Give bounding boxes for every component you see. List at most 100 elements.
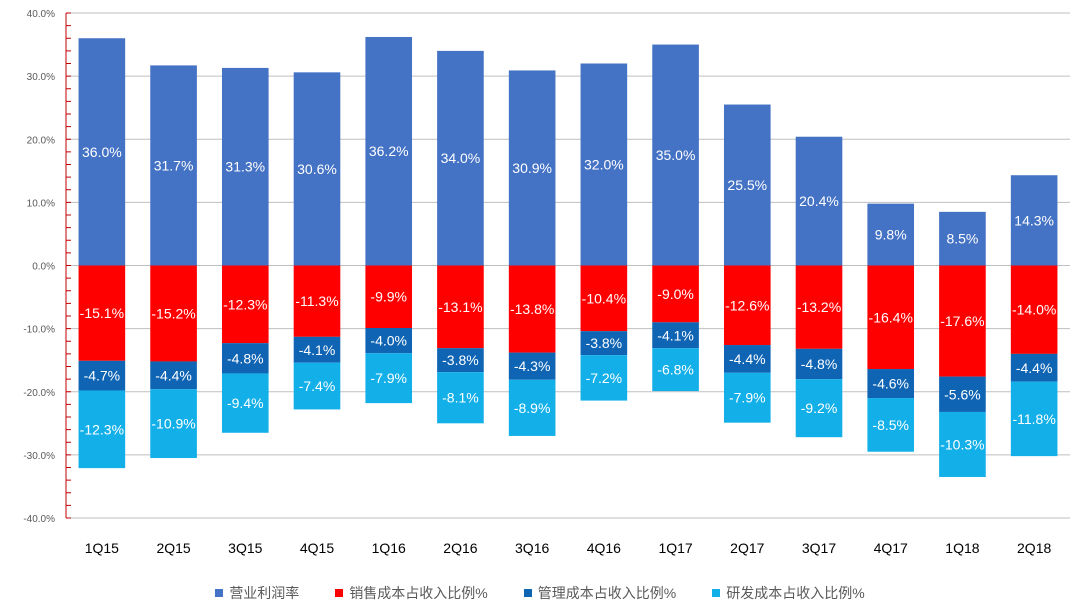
y-tick-label: 40.0%	[27, 9, 55, 20]
y-tick-label: 0.0%	[32, 262, 55, 273]
bar-segment	[508, 70, 556, 266]
data-label: 30.9%	[512, 160, 552, 176]
x-tick-label: 2Q16	[443, 540, 477, 556]
legend-label: 研发成本占收入比例%	[726, 585, 865, 601]
bar-segment	[652, 265, 699, 323]
data-label: -10.9%	[151, 416, 195, 432]
bar-segment	[150, 265, 197, 362]
data-label: -4.0%	[370, 333, 407, 349]
bar-segment	[939, 211, 986, 266]
data-label: -13.2%	[797, 299, 841, 315]
data-label: -4.3%	[514, 358, 551, 374]
data-label: 36.0%	[82, 144, 122, 160]
bar-segment	[365, 327, 413, 354]
x-tick-label: 3Q16	[515, 540, 549, 556]
bar-segment	[867, 265, 915, 370]
x-axis: 1Q15 2Q15 3Q15 4Q15 1Q16 2Q16 3Q16 4Q16 1Q17 2Q17…	[85, 540, 1052, 556]
data-label: -13.1%	[438, 299, 482, 315]
data-label: -4.6%	[872, 376, 909, 392]
legend-item: 营业利润率	[215, 583, 299, 603]
bar-segment	[293, 72, 341, 266]
y-tick-label: -30.0%	[23, 451, 55, 462]
bar-segment	[221, 265, 269, 344]
data-label: 36.2%	[369, 143, 409, 159]
data-label: 30.6%	[297, 161, 337, 177]
bar-segment	[293, 362, 341, 410]
legend-swatch	[335, 589, 344, 597]
bar-segment	[1010, 175, 1058, 266]
data-label: -12.3%	[80, 421, 124, 437]
bar-segment	[652, 322, 699, 349]
bar-segment	[580, 63, 628, 266]
bar-segment	[1010, 381, 1058, 457]
x-tick-label: 1Q15	[85, 540, 119, 556]
bar-segment	[795, 136, 843, 266]
data-label: -11.3%	[295, 293, 338, 309]
data-label: 31.7%	[154, 157, 194, 173]
x-tick-label: 4Q15	[300, 540, 334, 556]
legend-swatch	[215, 589, 224, 597]
data-label: -12.3%	[223, 296, 267, 312]
data-label: -11.8%	[1012, 411, 1055, 427]
bar-segment	[365, 265, 413, 328]
bar-segment	[437, 50, 484, 266]
bar-segment	[508, 379, 556, 436]
data-label: -16.4%	[869, 309, 913, 325]
x-tick-label: 4Q17	[874, 540, 908, 556]
x-tick-label: 1Q16	[372, 540, 406, 556]
legend: 营业利润率 销售成本占收入比例% 管理成本占收入比例% 研发成本占收入比例%	[0, 582, 1080, 604]
x-tick-label: 2Q15	[156, 540, 190, 556]
x-tick-label: 1Q18	[945, 540, 979, 556]
data-label: -7.9%	[370, 370, 407, 386]
data-label: -5.6%	[944, 386, 981, 402]
data-label: -14.0%	[1012, 302, 1056, 318]
bar-segment	[365, 36, 413, 266]
data-label: 20.4%	[799, 193, 839, 209]
data-label: -9.0%	[657, 286, 694, 302]
data-label: -13.8%	[510, 301, 554, 317]
bar-segment	[78, 360, 126, 391]
data-label: -8.5%	[872, 417, 909, 433]
data-label: -10.4%	[582, 290, 626, 306]
y-tick-label: -20.0%	[23, 388, 55, 399]
data-label: 8.5%	[946, 231, 978, 247]
data-label: -4.4%	[1016, 360, 1053, 376]
data-label: -7.4%	[299, 378, 336, 394]
bar-segment	[580, 265, 628, 332]
legend-swatch	[523, 589, 532, 597]
x-tick-label: 4Q16	[587, 540, 621, 556]
bar-segment	[939, 265, 986, 377]
bar-segment	[293, 336, 341, 363]
legend-swatch	[712, 589, 721, 597]
y-tick-label: -10.0%	[23, 325, 55, 336]
data-label: -4.1%	[657, 327, 694, 343]
bar-segment	[78, 390, 126, 469]
data-label: -4.7%	[84, 368, 121, 384]
data-label: -15.1%	[80, 305, 124, 321]
data-label: -7.2%	[586, 370, 623, 386]
bar-segment	[1010, 353, 1058, 382]
bar-segment	[723, 345, 771, 373]
bar-segment	[867, 398, 915, 452]
bar-segment	[78, 38, 126, 266]
bar-segment	[221, 343, 269, 374]
data-labels: 36.0% -15.1% -4.7% -12.3% 31.7% -15.2% -4.4% -1…	[80, 143, 1057, 452]
bar-segment	[150, 361, 197, 390]
data-label: -3.8%	[586, 335, 623, 351]
data-label: -12.6%	[725, 297, 769, 313]
bar-segment	[652, 348, 699, 392]
bar-segment	[78, 265, 126, 361]
data-label: 9.8%	[875, 227, 907, 243]
x-tick-label: 1Q17	[658, 540, 692, 556]
bar-segment	[867, 203, 915, 266]
bar-segment	[221, 67, 269, 266]
bars	[78, 36, 1058, 477]
x-tick-label: 3Q17	[802, 540, 836, 556]
bar-segment	[723, 372, 771, 423]
bar-segment	[508, 265, 556, 353]
bar-segment	[939, 411, 986, 477]
bar-segment	[723, 265, 771, 346]
bar-segment	[1010, 265, 1058, 354]
bar-segment	[221, 373, 269, 433]
